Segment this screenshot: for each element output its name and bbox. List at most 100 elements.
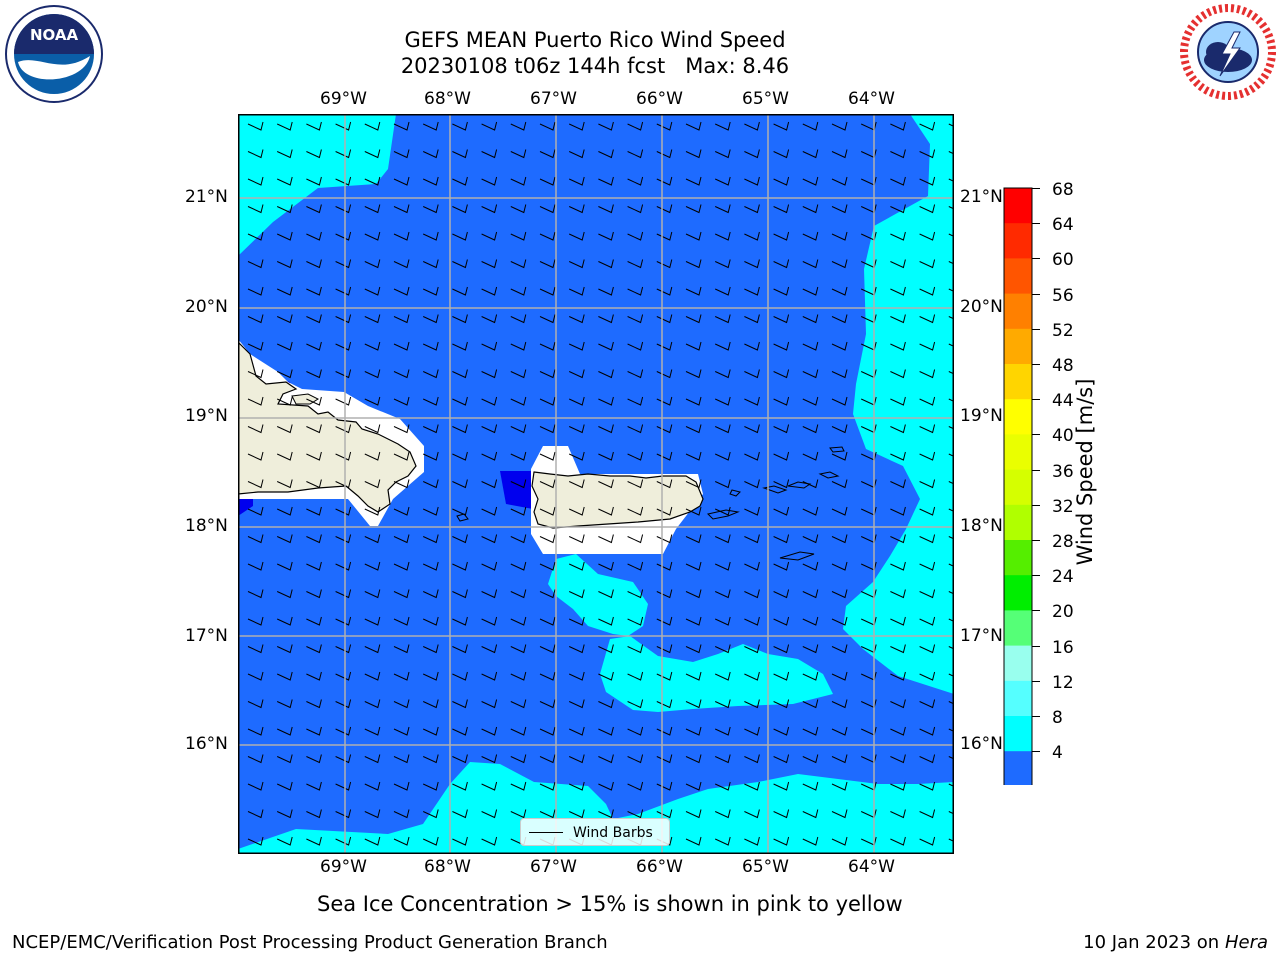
wind-barb xyxy=(364,699,381,709)
wind-barb xyxy=(510,589,527,599)
wind-barb xyxy=(306,176,322,186)
wind-barb xyxy=(773,534,790,544)
wind-barb xyxy=(685,589,702,599)
wind-barb xyxy=(714,341,731,351)
wind-barb xyxy=(744,506,760,516)
wind-barb xyxy=(422,424,439,434)
wind-barb xyxy=(744,671,760,681)
wind-barb xyxy=(481,286,498,296)
wind-barb xyxy=(802,506,819,516)
wind-barb xyxy=(773,341,790,351)
wind-barb xyxy=(656,809,673,819)
colorbar-segment xyxy=(1004,645,1032,682)
wind-barb xyxy=(276,699,293,709)
wind-barb xyxy=(335,204,352,214)
wind-barb xyxy=(598,176,614,186)
wind-barb xyxy=(422,644,439,654)
wind-barb xyxy=(422,534,439,544)
map-title-line2: 20230108 t06z 144h fcst Max: 8.46 xyxy=(400,54,790,78)
wind-barb xyxy=(481,781,498,791)
wind-barb xyxy=(802,204,819,214)
wind-barb xyxy=(452,286,468,296)
wind-barb xyxy=(364,781,381,791)
wind-barb xyxy=(919,836,936,846)
wind-barb xyxy=(773,699,790,709)
wind-band-8-12-nw xyxy=(238,114,396,256)
wind-barb xyxy=(890,561,906,571)
wind-barb xyxy=(598,809,614,819)
wind-barb xyxy=(393,204,410,214)
colorbar-segment xyxy=(1004,328,1032,365)
colorbar-tick-mark xyxy=(1032,293,1040,295)
wind-barb xyxy=(890,396,906,406)
graticule xyxy=(238,114,954,854)
wind-barb xyxy=(598,699,614,709)
wind-barb xyxy=(481,396,498,406)
lon-label-top-67w: 67°W xyxy=(530,89,577,109)
wind-barb xyxy=(714,644,731,654)
wind-barb xyxy=(510,121,527,131)
wind-barb xyxy=(919,561,936,571)
lat-label-left-20n: 20°N xyxy=(185,297,228,317)
wind-barb xyxy=(335,699,352,709)
wind-barb xyxy=(598,616,614,626)
wind-barb xyxy=(306,259,322,269)
colorbar-segment xyxy=(1004,504,1032,541)
wind-barb xyxy=(627,176,644,186)
wind-barb xyxy=(422,396,439,406)
wind-barb xyxy=(452,699,468,709)
lon-label-bottom-65w: 65°W xyxy=(742,857,789,877)
wind-barb xyxy=(919,451,936,461)
wind-barb xyxy=(247,809,264,819)
footer-date: 10 Jan 2023 on Hera xyxy=(1083,932,1268,953)
wind-barb xyxy=(276,479,293,489)
wind-barb xyxy=(802,479,819,489)
lat-label-right-18n: 18°N xyxy=(960,516,1003,536)
wind-barb xyxy=(890,259,906,269)
wind-barb xyxy=(422,781,439,791)
colorbar-segment xyxy=(1004,469,1032,506)
wind-barb xyxy=(364,341,381,351)
wind-barb xyxy=(714,589,731,599)
lat-label-left-17n: 17°N xyxy=(185,626,228,646)
wind-barb xyxy=(568,231,585,241)
wind-barb xyxy=(481,616,498,626)
colorbar-tick-label: 20 xyxy=(1052,602,1074,623)
wind-barb xyxy=(598,754,614,764)
wind-barb xyxy=(422,149,439,159)
wind-barb xyxy=(539,424,556,434)
wind-barb xyxy=(744,451,760,461)
wind-barb xyxy=(393,149,410,159)
wind-barb xyxy=(422,341,439,351)
wind-barb xyxy=(627,671,644,681)
wind-barb xyxy=(364,809,381,819)
wind-barb xyxy=(539,149,556,159)
wind-barb xyxy=(276,286,293,296)
wind-barb xyxy=(364,754,381,764)
wind-barb xyxy=(714,726,731,736)
wind-barb xyxy=(685,699,702,709)
wind-barb xyxy=(568,699,585,709)
wind-barb xyxy=(452,424,468,434)
wind-barb xyxy=(481,149,498,159)
wind-barb xyxy=(335,176,352,186)
wind-barb xyxy=(306,809,322,819)
wind-barb xyxy=(481,231,498,241)
wind-barb xyxy=(276,451,293,461)
wind-barb xyxy=(481,644,498,654)
wind-barb xyxy=(393,396,410,406)
wind-barb xyxy=(510,176,527,186)
colorbar-tick-mark xyxy=(1032,680,1040,682)
colorbar-tick-mark xyxy=(1032,258,1040,260)
wind-barb xyxy=(364,204,381,214)
colorbar-tick-label: 52 xyxy=(1052,320,1074,341)
wind-barb xyxy=(685,781,702,791)
wind-barb xyxy=(744,121,760,131)
colorbar-tick-label: 48 xyxy=(1052,356,1074,376)
wind-barb xyxy=(335,809,352,819)
wind-barb xyxy=(627,231,644,241)
wind-barb xyxy=(627,479,644,489)
wind-barb xyxy=(831,809,848,819)
wind-barb xyxy=(656,616,673,626)
wind-barb xyxy=(744,396,760,406)
